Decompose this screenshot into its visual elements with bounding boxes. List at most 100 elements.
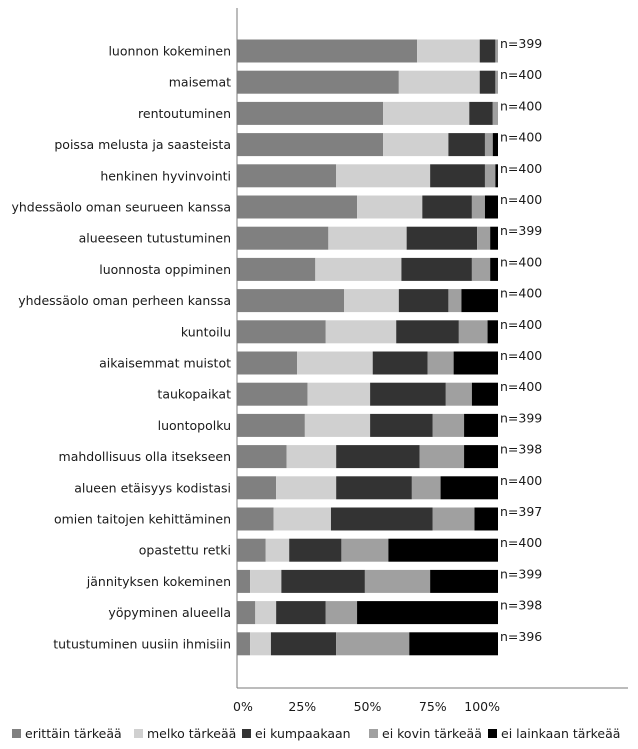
n-label: n=399	[500, 223, 542, 238]
legend-label: melko tärkeää	[147, 726, 236, 741]
bar-segment-series-0	[237, 351, 298, 375]
bar-segment-series-1	[297, 351, 373, 375]
category-label: maisemat	[169, 75, 231, 90]
legend-label: ei lainkaan tärkeää	[501, 726, 620, 741]
bar-segment-series-4	[388, 538, 498, 562]
n-label: n=399	[500, 566, 542, 581]
bar-segment-series-0	[237, 569, 251, 593]
bar-segment-series-4	[495, 164, 498, 188]
legend-swatch	[134, 729, 143, 738]
bar-segment-series-0	[237, 601, 256, 625]
bar-segment-series-2	[289, 538, 342, 562]
n-label: n=400	[500, 348, 542, 363]
n-label: n=400	[500, 379, 542, 394]
category-label: henkinen hyvinvointi	[100, 168, 231, 183]
bar-segment-series-0	[237, 164, 337, 188]
bar-segment-series-0	[237, 445, 287, 469]
bar-segment-series-0	[237, 538, 266, 562]
n-label: n=398	[500, 598, 542, 613]
bar-segment-series-1	[273, 507, 331, 531]
bar-segment-series-1	[357, 195, 423, 219]
bar-segment-series-3	[419, 445, 465, 469]
x-tick-label: 75%	[419, 699, 447, 714]
bar-segment-series-4	[453, 351, 498, 375]
bar-segment-series-0	[237, 39, 418, 63]
legend-label: erittäin tärkeää	[25, 726, 122, 741]
bar-segment-series-2	[330, 507, 433, 531]
category-label: yöpyminen alueella	[108, 605, 231, 620]
bar-segment-series-4	[487, 320, 498, 344]
bar-segment-series-4	[461, 289, 498, 313]
bar-segment-series-4	[357, 601, 498, 625]
category-label: opastettu retki	[139, 543, 231, 558]
bar-segment-series-0	[237, 257, 316, 281]
n-label: n=398	[500, 442, 542, 457]
x-tick-label: 0%	[233, 699, 253, 714]
bar-segment-series-2	[469, 101, 493, 125]
bar-segment-series-2	[430, 164, 485, 188]
category-label: alueeseen tutustuminen	[79, 231, 231, 246]
x-tick-label: 25%	[288, 699, 316, 714]
category-label: mahdollisuus olla itsekseen	[59, 449, 231, 464]
bar-segment-series-1	[417, 39, 480, 63]
bar-segment-series-4	[484, 195, 498, 219]
bar-segment-series-3	[495, 39, 498, 63]
bars-group	[237, 39, 498, 656]
bar-segment-series-3	[471, 257, 491, 281]
bar-segment-series-3	[471, 195, 485, 219]
bar-segment-series-3	[341, 538, 389, 562]
legend-label: ei kumpaakaan	[255, 726, 351, 741]
bar-segment-series-0	[237, 70, 399, 94]
bar-segment-series-1	[383, 133, 449, 157]
bar-segment-series-1	[304, 413, 371, 437]
category-label: omien taitojen kehittäminen	[54, 512, 231, 527]
n-label: n=400	[500, 473, 542, 488]
bar-segment-series-3	[477, 226, 491, 250]
bar-segment-series-2	[336, 476, 412, 500]
x-tick-label: 100%	[464, 699, 500, 714]
category-label: taukopaikat	[157, 387, 231, 402]
bar-segment-series-3	[325, 601, 358, 625]
bar-segment-series-4	[409, 632, 498, 656]
bar-segment-series-3	[458, 320, 488, 344]
n-label: n=400	[500, 192, 542, 207]
bar-segment-series-0	[237, 226, 329, 250]
x-tick-label: 50%	[354, 699, 382, 714]
category-label: luontopolku	[158, 418, 231, 433]
bar-segment-series-4	[492, 133, 498, 157]
bar-segment-series-1	[398, 70, 480, 94]
category-label: alueen etäisyys kodistasi	[74, 480, 231, 495]
bar-segment-series-0	[237, 195, 358, 219]
n-label: n=400	[500, 254, 542, 269]
category-label: kuntoilu	[181, 324, 231, 339]
n-label: n=396	[500, 629, 542, 644]
n-label: n=400	[500, 161, 542, 176]
bar-segment-series-3	[484, 133, 493, 157]
bar-segment-series-2	[401, 257, 472, 281]
bar-segment-series-2	[448, 133, 485, 157]
bar-segment-series-4	[490, 226, 498, 250]
legend-swatch	[12, 729, 21, 738]
bar-segment-series-1	[328, 226, 407, 250]
bar-segment-series-3	[492, 101, 498, 125]
bar-segment-series-3	[495, 70, 498, 94]
bar-segment-series-0	[237, 101, 384, 125]
n-label: n=397	[500, 504, 542, 519]
bar-segment-series-0	[237, 476, 277, 500]
bar-segment-series-1	[307, 382, 371, 406]
bar-segment-series-1	[336, 164, 431, 188]
bar-segment-series-2	[370, 382, 446, 406]
n-label: n=400	[500, 535, 542, 550]
bar-segment-series-2	[270, 632, 337, 656]
bar-segment-series-3	[432, 413, 465, 437]
category-label: tutustuminen uusiin ihmisiin	[53, 636, 231, 651]
bar-segment-series-4	[440, 476, 498, 500]
bar-segment-series-4	[430, 569, 498, 593]
bar-segment-series-1	[383, 101, 470, 125]
bar-segment-series-0	[237, 320, 326, 344]
bar-segment-series-1	[250, 569, 282, 593]
bar-segment-series-3	[432, 507, 475, 531]
category-label: poissa melusta ja saasteista	[54, 137, 231, 152]
bar-segment-series-1	[286, 445, 337, 469]
bar-segment-series-3	[336, 632, 410, 656]
